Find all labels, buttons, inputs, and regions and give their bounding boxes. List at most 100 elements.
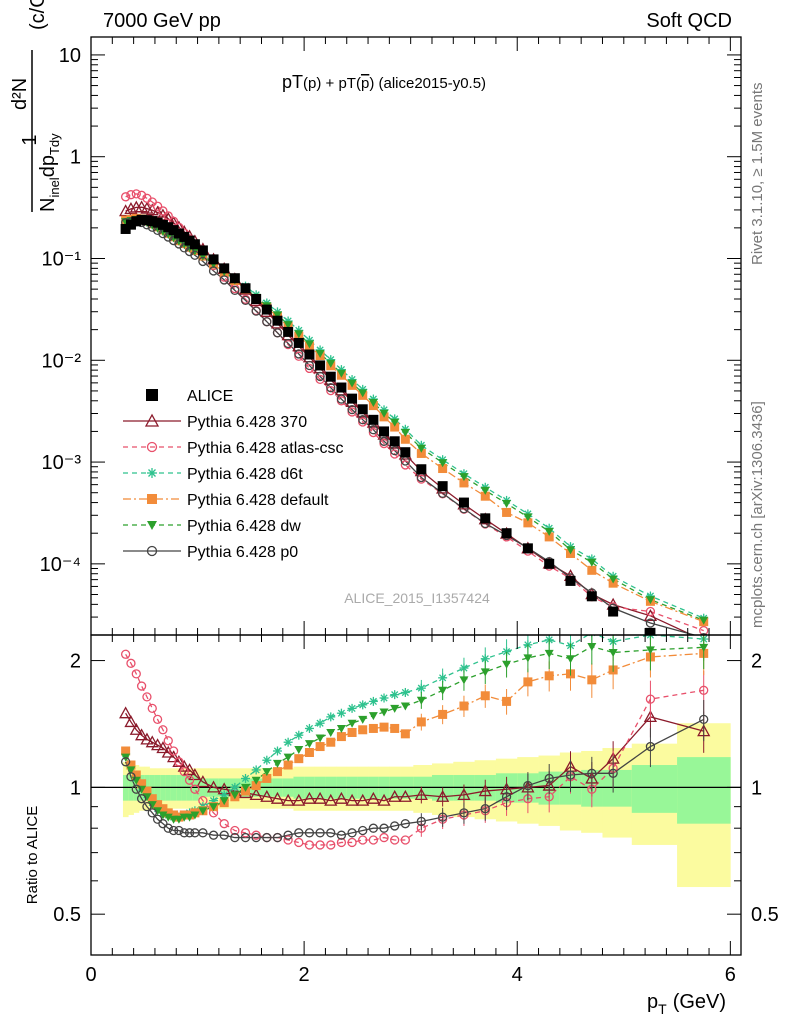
point-alice [368, 414, 379, 425]
ratio-point-p370 [302, 791, 317, 804]
point-alice [157, 219, 168, 230]
point-p0 [208, 266, 219, 276]
ratio-point-default [163, 808, 173, 818]
point-default [416, 448, 426, 458]
ratio-point-dw [190, 811, 200, 820]
ratio-point-dw [347, 719, 357, 728]
x-tick-label: 4 [512, 964, 523, 986]
ratio-point-p370 [345, 793, 359, 806]
ratio-point-p0 [326, 828, 336, 838]
series-points-ratio-p0 [120, 699, 709, 843]
ratio-point-default [137, 779, 147, 789]
ratio-point-atlas [219, 819, 229, 829]
ratio-point-dw [272, 759, 282, 768]
ratio-point-p0 [272, 832, 283, 843]
ratio-point-default [147, 794, 157, 804]
point-alice [219, 263, 230, 274]
ratio-point-p0 [230, 832, 240, 843]
legend-marker [144, 413, 160, 427]
legend-entry-atlas: Pythia 6.428 atlas-csc [123, 440, 344, 457]
y-tick-label-top: 10⁻³ [42, 452, 82, 474]
point-dw [416, 444, 426, 453]
ratio-point-p0 [336, 830, 347, 840]
ratio-point-default [272, 767, 282, 777]
ratio-point-p370 [281, 793, 295, 806]
ratio-point-default [304, 748, 314, 758]
legend-entry-alice: ALICE [146, 388, 233, 405]
ratio-point-dw [126, 766, 136, 775]
ratio-point-dw [153, 807, 163, 816]
ratio-point-default [283, 760, 293, 770]
point-p0 [368, 425, 379, 435]
ratio-point-default [416, 717, 426, 727]
ratio-point-p370 [260, 789, 274, 802]
ratio-point-dw [294, 746, 304, 755]
ratio-point-atlas [147, 703, 157, 714]
header-energy: 7000 GeV pp [103, 10, 221, 32]
y-tick-label-bottom-left: 0.5 [53, 904, 81, 926]
ratio-point-p370 [478, 784, 492, 797]
point-alice [400, 447, 411, 458]
legend-entry-p0: Pythia 6.428 p0 [123, 544, 298, 561]
ratio-point-p0 [699, 714, 709, 725]
y-tick-label-bottom-right: 2 [751, 651, 762, 673]
ratio-point-p0 [608, 768, 618, 778]
point-default [544, 532, 554, 542]
ratio-point-atlas [699, 685, 709, 695]
svg-text:NineldpTdy: NineldpTdy [37, 133, 62, 212]
point-alice [261, 304, 272, 315]
ratio-point-p0 [565, 770, 576, 780]
ratio-point-d6t [262, 755, 272, 765]
ratio-point-p370 [313, 791, 327, 804]
point-alice [208, 254, 219, 265]
ratio-point-d6t [368, 696, 378, 706]
series-markers [119, 189, 711, 850]
ratio-point-d6t [347, 703, 357, 713]
ratio-point-atlas [179, 766, 189, 777]
point-default [438, 464, 448, 474]
legend-label: Pythia 6.428 dw [187, 518, 301, 535]
ratio-point-p0 [390, 821, 400, 831]
series-points-ratio-dw [121, 635, 709, 824]
ratio-point-atlas [294, 837, 304, 848]
point-default [459, 478, 469, 488]
point-p0 [240, 295, 251, 306]
ratio-point-default [251, 781, 261, 791]
ratio-point-atlas [230, 825, 240, 836]
ratio-point-atlas [184, 775, 195, 785]
point-alice [147, 216, 158, 227]
point-alice [293, 337, 304, 348]
point-p0 [251, 306, 261, 316]
ratio-point-atlas [336, 837, 347, 848]
point-dw [523, 513, 533, 522]
legend-marker [147, 494, 157, 504]
ratio-point-p0 [251, 832, 261, 843]
ratio-point-atlas [283, 835, 293, 845]
point-p0 [390, 445, 400, 456]
point-alice [416, 464, 427, 475]
point-dw [336, 369, 346, 378]
point-p0 [358, 415, 368, 425]
ratio-point-dw [438, 686, 448, 695]
ratio-point-dw [147, 801, 157, 810]
legend-label: Pythia 6.428 d6t [187, 466, 303, 483]
ratio-point-default [131, 770, 141, 780]
ratio-point-d6t [459, 663, 469, 673]
point-default [587, 565, 597, 575]
ratio-point-default [336, 732, 346, 742]
point-p0 [304, 360, 315, 371]
ratio-point-p0 [120, 757, 131, 767]
x-tick-label: 6 [725, 964, 736, 986]
ratio-point-p0 [142, 801, 152, 812]
ratio-point-atlas [379, 832, 389, 843]
point-atlas [368, 427, 379, 438]
point-alice [120, 223, 131, 234]
point-p0 [219, 275, 229, 285]
y-tick-label-top: 10⁻⁴ [40, 554, 81, 576]
point-alice [336, 382, 347, 393]
ratio-point-p0 [501, 792, 512, 802]
ratio-point-p370 [196, 775, 210, 788]
ratio-point-p370 [182, 763, 197, 776]
y-tick-label-bottom-right: 1 [751, 777, 762, 799]
ratio-point-dw [315, 734, 325, 743]
